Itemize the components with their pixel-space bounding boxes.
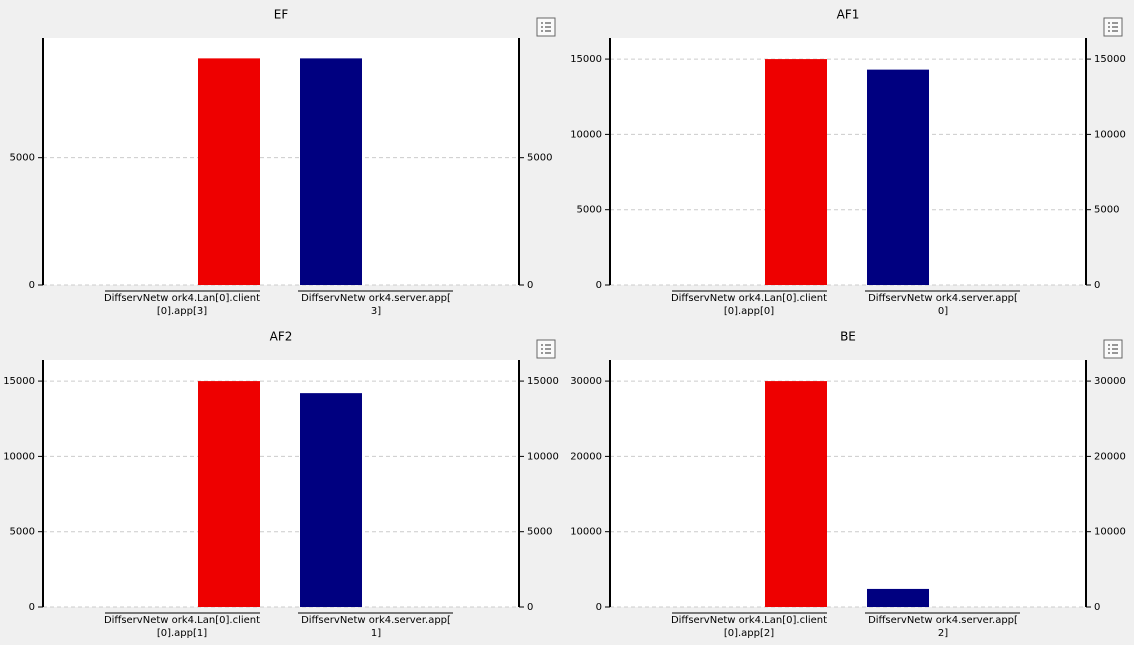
y2-tick-label: 0 (1094, 280, 1100, 291)
x-tick-label: [0].app[3] (157, 306, 207, 317)
chart-title: AF2 (270, 330, 293, 344)
bar (765, 59, 827, 286)
y-tick-label: 10000 (3, 451, 35, 462)
y2-tick-label: 5000 (527, 527, 552, 538)
y-tick-label: 15000 (3, 376, 35, 387)
y2-tick-label: 20000 (1094, 451, 1126, 462)
y2-tick-label: 0 (527, 280, 533, 291)
x-tick-label: DiffservNetw ork4.Lan[0].client (104, 615, 260, 626)
legend-icon (541, 22, 551, 32)
x-tick-label: [0].app[2] (724, 628, 774, 639)
y2-tick-label: 0 (1094, 602, 1100, 613)
y2-tick-label: 15000 (527, 376, 559, 387)
legend-icon (1108, 22, 1118, 32)
y-tick-label: 30000 (570, 376, 602, 387)
y-tick-label: 15000 (570, 54, 602, 65)
y2-tick-label: 30000 (1094, 376, 1126, 387)
legend-buttons (536, 17, 1123, 359)
plot-area (43, 360, 519, 607)
y2-tick-label: 5000 (527, 153, 552, 164)
y-tick-label: 0 (29, 280, 35, 291)
plot-area (43, 38, 519, 285)
x-tick-label: DiffservNetw ork4.server.app[ (301, 293, 451, 304)
bar (867, 588, 929, 607)
chart-title: AF1 (837, 8, 860, 22)
y2-tick-label: 5000 (1094, 205, 1119, 216)
x-tick-label: 0] (938, 306, 948, 317)
x-tick-label: [0].app[1] (157, 628, 207, 639)
y-tick-label: 10000 (570, 527, 602, 538)
x-tick-label: DiffservNetw ork4.server.app[ (868, 615, 1018, 626)
y2-tick-label: 10000 (1094, 527, 1126, 538)
bar (300, 58, 362, 285)
y-tick-label: 0 (29, 602, 35, 613)
y-tick-label: 5000 (10, 527, 35, 538)
bar (198, 381, 260, 607)
x-tick-label: DiffservNetw ork4.Lan[0].client (671, 293, 827, 304)
x-tick-label: DiffservNetw ork4.Lan[0].client (671, 615, 827, 626)
y2-tick-label: 10000 (527, 451, 559, 462)
chart-title: EF (274, 8, 289, 22)
y-tick-label: 20000 (570, 451, 602, 462)
legend-icon (541, 344, 551, 354)
chart-title: BE (840, 330, 856, 344)
bar (867, 69, 929, 285)
y2-tick-label: 15000 (1094, 54, 1126, 65)
y-tick-label: 5000 (577, 205, 602, 216)
x-tick-label: 3] (371, 306, 381, 317)
x-tick-label: DiffservNetw ork4.Lan[0].client (104, 293, 260, 304)
plot-area (610, 38, 1086, 285)
x-tick-label: 2] (938, 628, 948, 639)
x-tick-label: 1] (371, 628, 381, 639)
x-tick-label: DiffservNetw ork4.server.app[ (301, 615, 451, 626)
y-tick-label: 10000 (570, 129, 602, 140)
bar (198, 58, 260, 285)
y-tick-label: 5000 (10, 153, 35, 164)
x-tick-label: DiffservNetw ork4.server.app[ (868, 293, 1018, 304)
y-tick-label: 0 (596, 280, 602, 291)
plot-area (610, 360, 1086, 607)
legend-icon (1108, 344, 1118, 354)
y-tick-label: 0 (596, 602, 602, 613)
x-tick-label: [0].app[0] (724, 306, 774, 317)
bar (765, 381, 827, 607)
y2-tick-label: 0 (527, 602, 533, 613)
bar (300, 393, 362, 607)
y2-tick-label: 10000 (1094, 129, 1126, 140)
